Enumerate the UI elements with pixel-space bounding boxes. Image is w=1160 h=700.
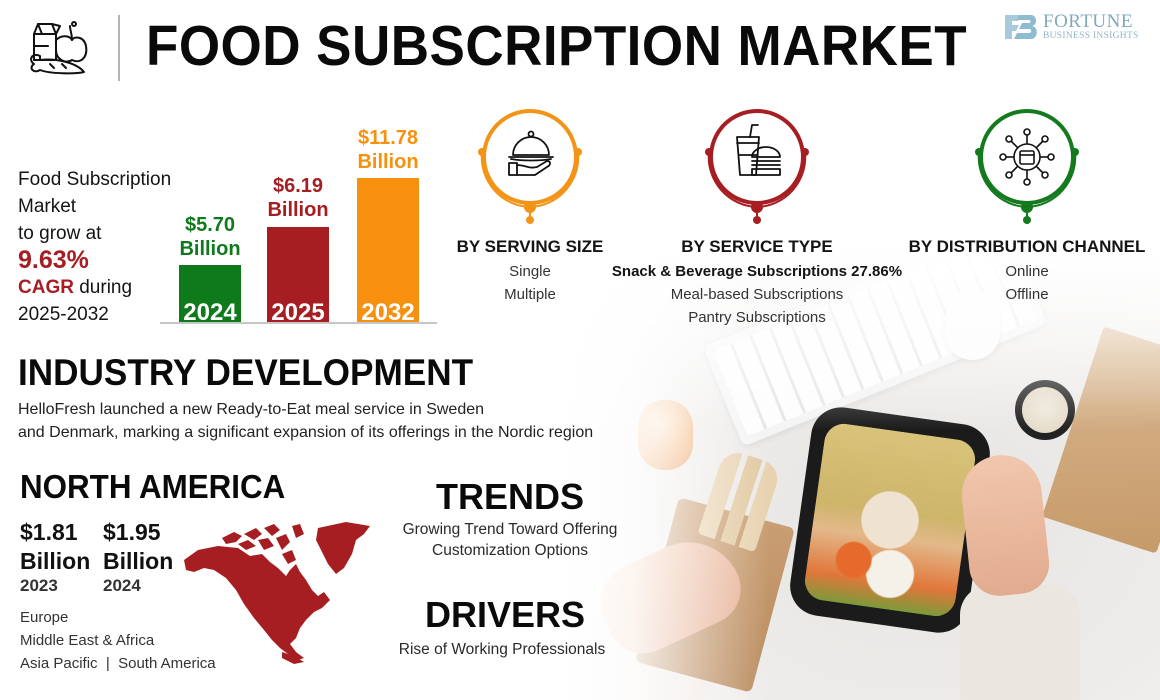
photo-fade-overlay xyxy=(560,250,1160,700)
serving-size-badge xyxy=(478,109,582,224)
region-europe: Europe xyxy=(20,609,69,626)
segment-item-pantry: Pantry Subscriptions xyxy=(688,309,826,326)
bar-2032-unit: Billion xyxy=(357,151,419,173)
fortune-business-insights-logo: FORTUNE BUSINESS INSIGHTS xyxy=(1005,12,1139,42)
growth-line-3: to grow at xyxy=(18,223,102,244)
na-year-2024: 2024 xyxy=(103,576,141,595)
segment-item-offline: Offline xyxy=(1005,286,1049,303)
bar-2025-unit: Billion xyxy=(267,199,329,221)
segment-item-single: Single xyxy=(509,263,551,280)
cagr-period: 2025-2032 xyxy=(18,304,109,325)
bar-2025-year: 2025 xyxy=(271,299,325,326)
na-2023-amount: $1.81 xyxy=(20,519,78,545)
bar-2024-value: $5.70 Billion xyxy=(160,213,260,261)
segment-heading-distribution-channel: BY DISTRIBUTION CHANNEL xyxy=(908,237,1146,256)
cagr-label: CAGR xyxy=(18,277,74,298)
fast-food-icon xyxy=(736,124,781,176)
na-2023-unit: Billion xyxy=(20,548,91,574)
bar-2024-year: 2024 xyxy=(183,299,237,326)
region-mea: Middle East & Africa xyxy=(20,632,155,649)
na-2024-unit: Billion xyxy=(103,548,174,574)
growth-line-2: Market xyxy=(18,196,77,217)
na-year-2023: 2023 xyxy=(20,576,58,595)
industry-development-text: HelloFresh launched a new Ready-to-Eat m… xyxy=(18,398,593,444)
serving-cloche-icon xyxy=(508,130,554,176)
brand-name: FORTUNE xyxy=(1043,11,1133,32)
groceries-icon xyxy=(30,21,88,75)
brand-subtitle: BUSINESS INSIGHTS xyxy=(1043,31,1139,41)
region-apac-sa: Asia Pacific | South America xyxy=(20,655,216,672)
bar-2024: 2024 xyxy=(179,265,241,326)
trends-text: Growing Trend Toward Offering Customizat… xyxy=(380,519,640,561)
bar-2032-amount: $11.78 xyxy=(357,127,419,149)
bar-2025: 2025 xyxy=(267,227,329,326)
bar-2032-value: $11.78 Billion xyxy=(338,126,438,174)
fbi-logo-icon xyxy=(1005,14,1037,39)
segment-heading-service-type: BY SERVICE TYPE xyxy=(681,237,833,256)
segment-heading-serving-size: BY SERVING SIZE xyxy=(456,237,604,256)
segment-item-online: Online xyxy=(1005,263,1049,280)
food-delivery-photo xyxy=(560,250,1160,700)
cagr-value: 9.63% xyxy=(18,246,89,274)
trends-line-1: Growing Trend Toward Offering xyxy=(402,521,618,538)
growth-statement: Food Subscription Market to grow at 9.63… xyxy=(18,166,171,328)
drivers-heading: DRIVERS xyxy=(424,594,586,635)
bar-2025-amount: $6.19 xyxy=(272,175,324,197)
header-divider xyxy=(118,15,120,81)
bar-2025-value: $6.19 Billion xyxy=(248,174,348,222)
north-america-map-icon xyxy=(184,522,370,664)
bar-2032-year: 2032 xyxy=(361,299,415,326)
drivers-text: Rise of Working Professionals xyxy=(398,641,606,658)
distribution-network-icon xyxy=(999,128,1055,186)
service-type-badge xyxy=(705,109,809,224)
chart-baseline xyxy=(160,322,437,324)
trends-heading: TRENDS xyxy=(435,476,584,517)
industry-development-heading: INDUSTRY DEVELOPMENT xyxy=(18,352,474,393)
industry-line-2: and Denmark, marking a significant expan… xyxy=(18,424,594,441)
bar-2024-amount: $5.70 xyxy=(184,214,236,236)
industry-line-1: HelloFresh launched a new Ready-to-Eat m… xyxy=(18,401,485,418)
na-value-2023: $1.81 Billion xyxy=(20,518,90,576)
trends-line-2: Customization Options xyxy=(432,542,588,559)
na-2024-amount: $1.95 xyxy=(103,519,161,545)
bar-2024-unit: Billion xyxy=(179,238,241,260)
bar-2032: 2032 xyxy=(357,178,419,326)
cagr-during: during xyxy=(73,277,133,298)
segment-item-snack-beverage: Snack & Beverage Subscriptions 27.86% xyxy=(611,263,903,280)
segment-item-meal-based: Meal-based Subscriptions xyxy=(670,286,844,303)
north-america-heading: NORTH AMERICA xyxy=(20,468,286,505)
growth-line-1: Food Subscription xyxy=(18,169,172,190)
na-value-2024: $1.95 Billion xyxy=(103,518,173,576)
page-title: FOOD SUBSCRIPTION MARKET xyxy=(146,14,968,78)
distribution-channel-badge xyxy=(975,109,1079,224)
segment-item-multiple: Multiple xyxy=(504,286,556,303)
